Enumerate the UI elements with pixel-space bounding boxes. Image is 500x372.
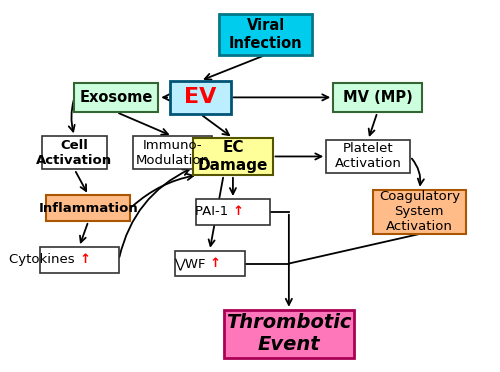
Text: Viral
Infection: Viral Infection — [229, 19, 302, 51]
Text: Coagulatory
System
Activation: Coagulatory System Activation — [379, 190, 460, 233]
Text: Immuno-
Modulation: Immuno- Modulation — [136, 139, 210, 167]
Text: ↑: ↑ — [79, 253, 90, 266]
Text: Inflammation: Inflammation — [38, 202, 138, 215]
Text: Cell
Activation: Cell Activation — [36, 139, 113, 167]
Text: EC
Damage: EC Damage — [198, 140, 268, 173]
Text: MV (MP): MV (MP) — [342, 90, 412, 105]
Text: PAI-1: PAI-1 — [196, 205, 233, 218]
Text: Cytokines: Cytokines — [9, 253, 79, 266]
Text: Thrombotic
Event: Thrombotic Event — [226, 313, 352, 354]
FancyBboxPatch shape — [219, 14, 312, 55]
FancyBboxPatch shape — [326, 140, 410, 173]
Text: EV: EV — [184, 87, 216, 108]
FancyBboxPatch shape — [170, 81, 230, 114]
FancyBboxPatch shape — [224, 310, 354, 358]
Text: Exosome: Exosome — [80, 90, 153, 105]
FancyBboxPatch shape — [46, 195, 130, 221]
FancyBboxPatch shape — [196, 199, 270, 225]
FancyBboxPatch shape — [74, 83, 158, 112]
FancyBboxPatch shape — [194, 138, 272, 175]
FancyBboxPatch shape — [40, 247, 118, 273]
Text: ↑: ↑ — [233, 205, 244, 218]
FancyBboxPatch shape — [333, 83, 422, 112]
FancyBboxPatch shape — [373, 190, 466, 234]
Text: Platelet
Activation: Platelet Activation — [334, 142, 402, 170]
FancyBboxPatch shape — [174, 251, 244, 276]
FancyBboxPatch shape — [132, 136, 212, 169]
FancyBboxPatch shape — [42, 136, 107, 169]
Text: ↑: ↑ — [210, 257, 221, 270]
Text: ⋁WF: ⋁WF — [174, 257, 210, 270]
